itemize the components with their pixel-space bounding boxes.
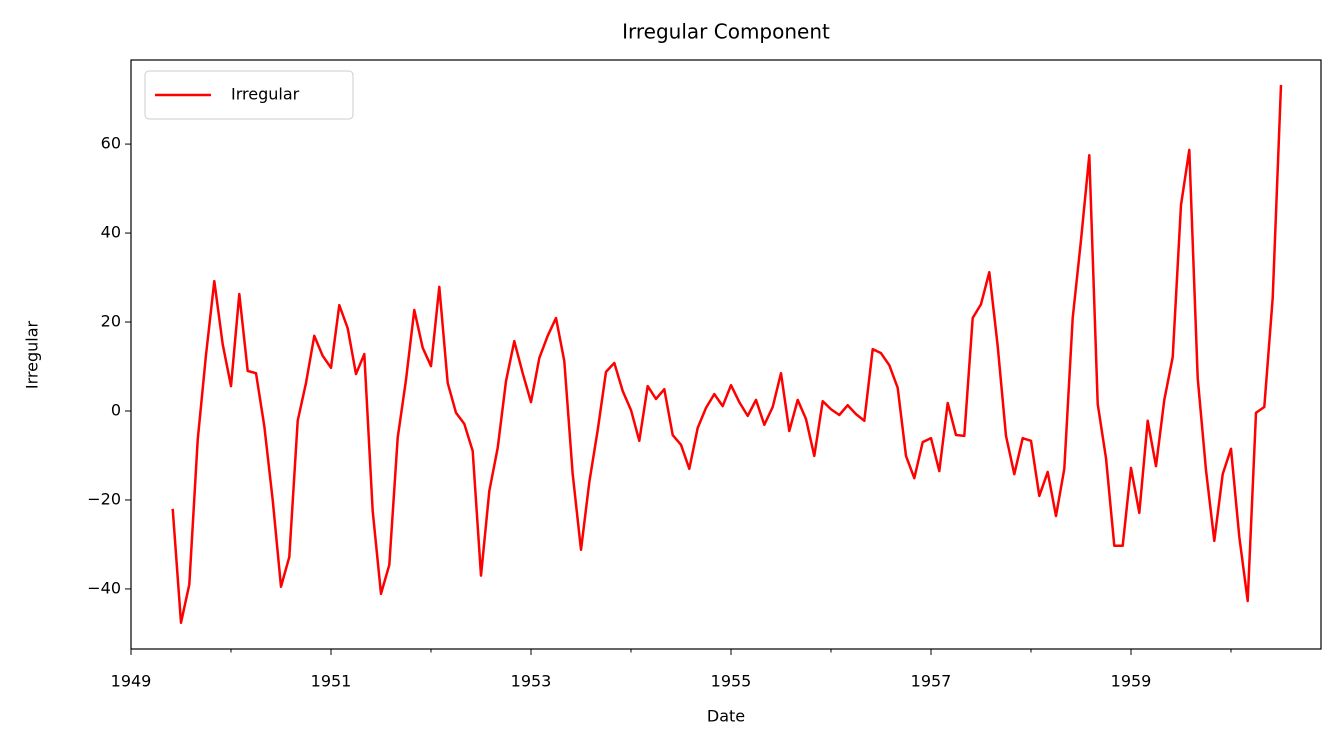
x-tick-label: 1949: [111, 672, 152, 691]
x-tick-label: 1953: [511, 672, 552, 691]
y-tick-label: −40: [87, 578, 121, 597]
y-tick-label: 60: [101, 134, 121, 153]
y-tick-label: 0: [111, 400, 121, 419]
line-series: [171, 84, 1283, 624]
x-tick-label: 1959: [1111, 672, 1152, 691]
legend-box: [144, 70, 354, 120]
legend-label: Irregular: [231, 85, 300, 104]
plot-frame: [130, 59, 1322, 650]
x-axis-label: Date: [707, 707, 745, 726]
y-axis-label: Irregular: [23, 320, 42, 389]
y-tick-label: 20: [101, 312, 121, 331]
x-tick-label: 1957: [911, 672, 952, 691]
chart-title: Irregular Component: [622, 20, 830, 44]
x-tick-label: 1951: [311, 672, 352, 691]
x-tick-label: 1955: [711, 672, 752, 691]
y-tick-label: 40: [101, 223, 121, 242]
y-tick-label: −20: [87, 489, 121, 508]
